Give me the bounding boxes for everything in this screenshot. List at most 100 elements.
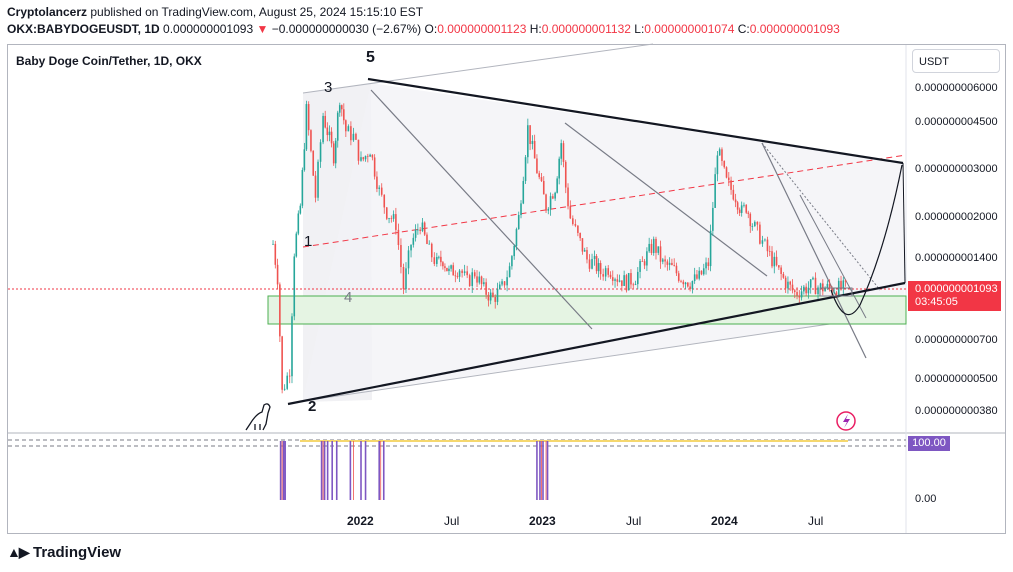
- candle-body: [771, 251, 773, 267]
- candle-body: [796, 292, 798, 296]
- candle-body: [412, 237, 415, 245]
- candle-body: [607, 268, 610, 275]
- candle-body: [350, 126, 352, 141]
- wave-label-4[interactable]: 4: [344, 289, 352, 306]
- candle-body: [664, 259, 666, 262]
- candle-body: [641, 261, 644, 262]
- candle-body: [522, 180, 525, 204]
- dotted-trendline[interactable]: [761, 142, 881, 291]
- candle-body: [487, 294, 490, 301]
- candle-body: [388, 218, 390, 219]
- candle-body: [840, 280, 842, 289]
- candle-body: [400, 245, 402, 268]
- candle-body: [604, 268, 607, 277]
- candle-body: [355, 133, 357, 140]
- candle-body: [560, 143, 562, 159]
- time-tick-label: Jul: [626, 514, 642, 528]
- candle-body: [648, 243, 650, 252]
- candle-body: [738, 209, 741, 213]
- candle-body: [478, 276, 481, 283]
- red-dashed-trendline[interactable]: [302, 154, 907, 248]
- candle-body: [747, 212, 750, 214]
- candle-body: [828, 283, 831, 288]
- wave-label-1[interactable]: 1: [304, 233, 312, 250]
- candle-body: [844, 280, 847, 282]
- candle-body: [754, 221, 756, 227]
- candle-body: [837, 280, 840, 297]
- candle-body: [618, 280, 621, 282]
- candle-body: [655, 238, 657, 253]
- projected-path[interactable]: [830, 164, 903, 316]
- candle-body: [426, 234, 428, 244]
- candle-body: [430, 243, 433, 258]
- candle-body: [761, 240, 764, 244]
- descending-trendline-2[interactable]: [564, 122, 768, 277]
- candle-body: [766, 239, 769, 252]
- rsi-zero-label: 0.00: [915, 493, 937, 505]
- wave-label-2[interactable]: 2: [308, 398, 316, 415]
- price-tick-label: 0.000000006000: [915, 82, 998, 94]
- wave-label-3[interactable]: 3: [324, 79, 332, 96]
- candle-body: [824, 288, 826, 292]
- candle-body: [702, 268, 705, 275]
- candle-body: [556, 178, 558, 193]
- support-zone[interactable]: [267, 295, 907, 325]
- consolidation-box[interactable]: [819, 287, 853, 297]
- channel-bottom-line: [302, 312, 906, 402]
- candle-body: [597, 263, 600, 272]
- candle-body: [310, 130, 312, 151]
- candle-body: [689, 286, 691, 290]
- triangle-lower-line[interactable]: [287, 281, 906, 406]
- candle-body: [360, 157, 362, 161]
- candle-body: [659, 246, 662, 262]
- candle-body: [540, 177, 543, 181]
- rsi-value-tag: 100.00: [908, 436, 950, 451]
- ohlc-bar: OKX:BABYDOGEUSDT, 1D 0.000000001093 ▼ −0…: [7, 22, 840, 36]
- brand-name: TradingView: [33, 544, 122, 561]
- time-tick-label: Jul: [808, 514, 824, 528]
- candle-body: [564, 161, 567, 188]
- candle-body: [809, 279, 812, 288]
- tradingview-logo[interactable]: ▲▶ TradingView: [7, 544, 121, 561]
- candle-body: [433, 257, 436, 264]
- wave-label-5[interactable]: 5: [366, 49, 375, 66]
- candle-body: [334, 140, 337, 164]
- candle-body: [549, 196, 552, 209]
- candle-body: [442, 262, 444, 267]
- triangle-right-edge: [902, 162, 906, 284]
- lightning-icon[interactable]: [836, 411, 856, 431]
- candle-body: [673, 265, 675, 266]
- descending-trendline-1[interactable]: [370, 89, 593, 330]
- candle-body: [291, 316, 293, 377]
- publisher-name[interactable]: Cryptolancerz: [7, 5, 88, 19]
- candle-body: [662, 259, 664, 262]
- candle-body: [734, 199, 737, 203]
- candle-body: [436, 256, 438, 264]
- price-tick-label: 0.000000000380: [915, 405, 998, 418]
- candle-body: [822, 283, 824, 292]
- candle-body: [338, 105, 341, 113]
- triangle-upper-line[interactable]: [367, 77, 904, 165]
- candle-body: [367, 155, 369, 157]
- candle-body: [466, 271, 468, 276]
- descending-trendline-3[interactable]: [761, 142, 867, 359]
- candle-body: [650, 243, 653, 254]
- candle-body: [312, 150, 315, 176]
- candle-body: [595, 256, 598, 272]
- candle-body: [299, 205, 302, 214]
- publish-date: published on TradingView.com, August 25,…: [87, 5, 424, 19]
- candle-body: [527, 125, 529, 158]
- candle-body: [591, 258, 593, 269]
- down-arrow-icon: ▼: [256, 22, 269, 36]
- candle-body: [819, 283, 822, 288]
- candle-body: [357, 139, 360, 161]
- descending-trendline-4[interactable]: [799, 194, 867, 319]
- candle-body: [343, 109, 345, 121]
- candle-body: [547, 208, 550, 211]
- candle-body: [506, 277, 508, 286]
- dinosaur-icon[interactable]: [245, 403, 271, 431]
- candle-body: [428, 243, 431, 245]
- candle-body: [520, 203, 522, 216]
- currency-button[interactable]: USDT: [912, 49, 1000, 73]
